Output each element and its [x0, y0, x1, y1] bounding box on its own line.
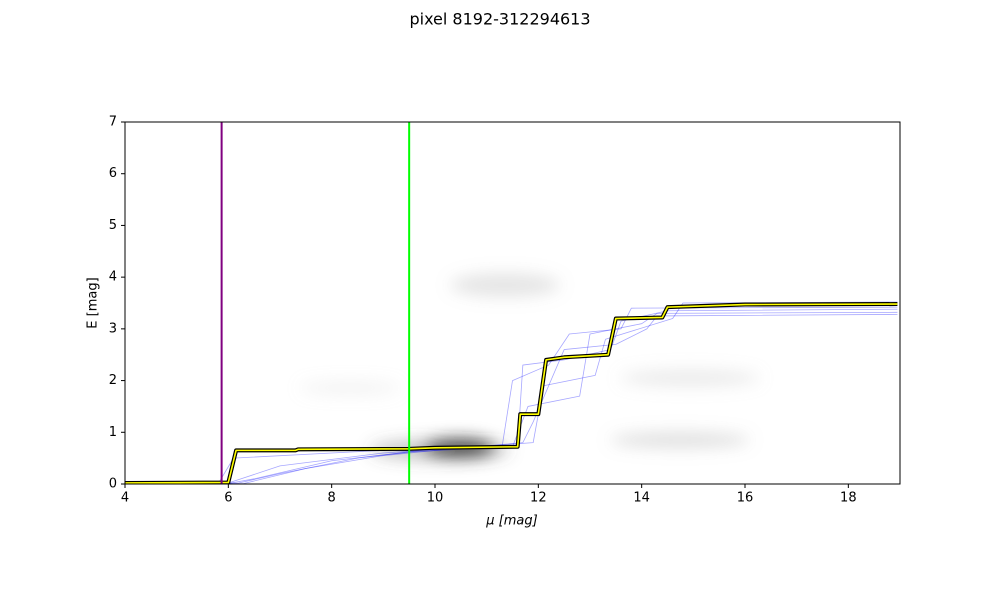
- x-tick-label: 8: [328, 491, 336, 506]
- series-line: [125, 303, 898, 484]
- y-axis-label: E [mag]: [86, 277, 101, 328]
- y-tick-label: 0: [109, 477, 117, 492]
- density-blob: [370, 440, 510, 460]
- x-tick-label: 12: [530, 491, 547, 506]
- density-blob: [450, 273, 560, 297]
- series-line: [125, 313, 898, 484]
- x-axis-label: μ [mag]: [485, 514, 537, 529]
- x-tick-label: 10: [427, 491, 444, 506]
- y-tick-label: 5: [109, 218, 117, 233]
- series-line: [125, 306, 898, 484]
- density-blob: [620, 370, 760, 386]
- y-tick-label: 4: [109, 270, 117, 285]
- y-tick-label: 7: [109, 115, 117, 130]
- chart-title: pixel 8192-312294613: [409, 10, 590, 29]
- x-tick-label: 6: [224, 491, 232, 506]
- y-tick-label: 3: [109, 321, 117, 336]
- x-tick-label: 18: [840, 491, 857, 506]
- x-tick-label: 14: [633, 491, 650, 506]
- y-tick-label: 1: [109, 425, 117, 440]
- density: [300, 273, 760, 460]
- density-blob: [610, 432, 750, 448]
- x-tick-label: 16: [737, 491, 754, 506]
- plot-frame: [124, 121, 901, 485]
- x-tick-label: 4: [121, 491, 129, 506]
- plot-lines: [125, 122, 898, 484]
- y-tick-label: 6: [109, 166, 117, 181]
- density-blob: [300, 382, 400, 394]
- y-tick-label: 2: [109, 373, 117, 388]
